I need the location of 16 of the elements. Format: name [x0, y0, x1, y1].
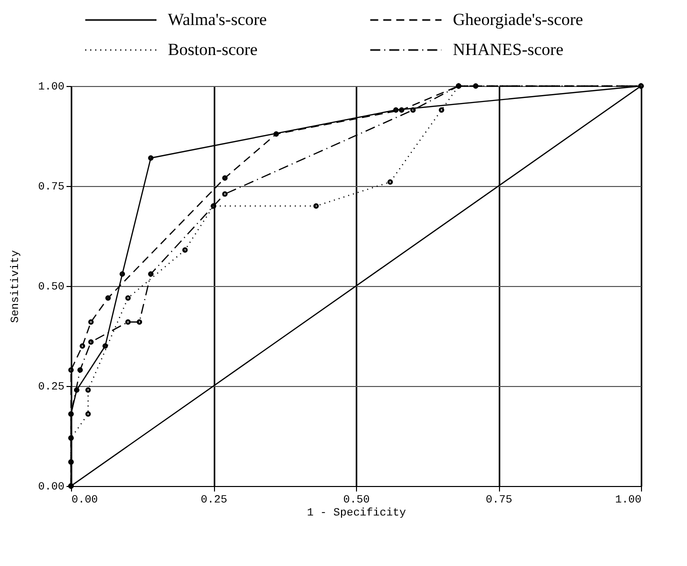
x-tick-label: 0.75	[486, 494, 512, 506]
y-tick-label: 1.00	[38, 82, 64, 94]
y-tick-label: 0.50	[38, 282, 64, 294]
x-tick-label: 0.50	[343, 494, 370, 506]
legend-label: Gheorgiade's-score	[452, 10, 584, 29]
y-tick-label: 0.25	[38, 382, 64, 394]
y-tick-label: 0.00	[38, 482, 64, 494]
y-tick-label: 0.75	[38, 182, 64, 194]
x-tick-label: 0.00	[72, 494, 98, 506]
legend-label: Boston-score	[168, 40, 258, 59]
x-axis-title: 1 - Specificity	[306, 508, 406, 520]
y-axis-title: Sensitivity	[10, 250, 22, 323]
x-tick-label: 1.00	[615, 494, 642, 506]
x-tick-label: 0.25	[200, 494, 228, 506]
legend-label: NHANES-score	[452, 40, 564, 59]
legend-label: Walma's-score	[168, 10, 267, 29]
